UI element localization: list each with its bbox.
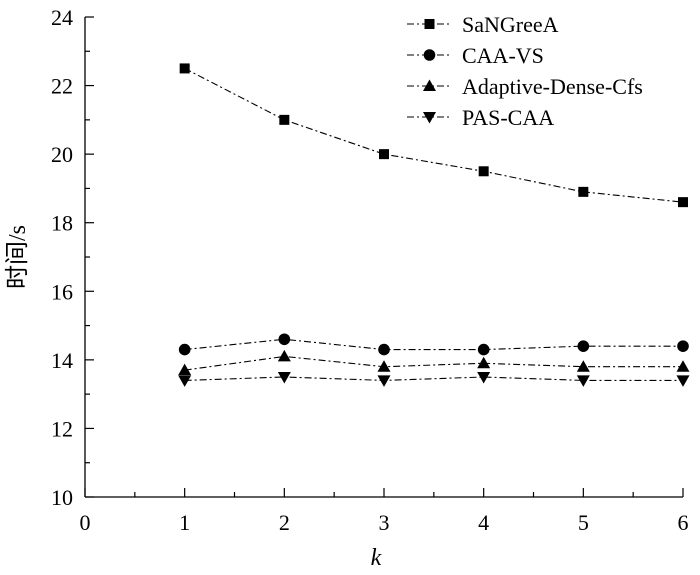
y-tick-label: 10 [51, 485, 73, 510]
x-axis-title: k [371, 545, 382, 571]
legend-item: SaNGreeA [407, 12, 559, 37]
series-line [184, 355, 683, 371]
y-axis-title: 时间/s [4, 225, 31, 289]
data-point [377, 360, 391, 372]
x-tick-label: 6 [678, 510, 689, 535]
x-tick-label: 5 [578, 510, 589, 535]
data-point [576, 360, 590, 372]
data-point [278, 333, 291, 346]
legend-item: Adaptive-Dense-Cfs [407, 74, 643, 99]
series-line [184, 338, 683, 351]
legend-marker [423, 79, 436, 91]
y-tick-label: 18 [51, 211, 73, 236]
legend-marker [423, 112, 436, 124]
y-tick-label: 20 [51, 142, 73, 167]
y-tick-label: 22 [51, 74, 73, 99]
data-point [477, 356, 491, 369]
x-tick-label: 2 [279, 510, 290, 535]
data-point [577, 340, 590, 352]
series-line [184, 376, 683, 381]
data-point [178, 363, 192, 376]
legend-label: SaNGreeA [462, 12, 559, 37]
data-point [379, 149, 389, 160]
data-point [576, 375, 590, 387]
legend-item: CAA-VS [407, 43, 544, 68]
data-point [678, 197, 688, 208]
y-tick-label: 12 [51, 416, 73, 441]
data-point [178, 343, 191, 356]
y-tick-label: 14 [51, 348, 73, 373]
y-tick-label: 24 [51, 5, 73, 30]
legend-label: Adaptive-Dense-Cfs [462, 74, 643, 99]
data-point [277, 372, 291, 384]
x-tick-label: 0 [80, 510, 91, 535]
series-line [184, 67, 684, 203]
data-point [676, 360, 690, 372]
series-caa-vs [178, 333, 689, 356]
data-point [477, 372, 491, 384]
legend-marker [423, 49, 436, 61]
legend-item: PAS-CAA [407, 105, 554, 130]
data-point [179, 63, 190, 74]
series-pas-caa [178, 372, 690, 387]
x-tick-label: 3 [379, 510, 390, 535]
data-point [277, 349, 291, 362]
data-point [478, 166, 489, 177]
data-point [377, 375, 391, 387]
series-sangreea [179, 63, 688, 208]
x-tick-label: 4 [478, 510, 489, 535]
data-point [677, 340, 689, 352]
data-point [477, 343, 490, 356]
series-adaptive-dense-cfs [178, 349, 690, 376]
legend-label: PAS-CAA [462, 105, 554, 130]
data-point [279, 114, 290, 125]
data-point [578, 186, 589, 197]
y-tick-label: 16 [51, 279, 73, 304]
legend-marker [424, 19, 435, 29]
x-tick-label: 1 [179, 510, 190, 535]
data-point [676, 375, 690, 387]
data-point [378, 343, 390, 356]
series-group [178, 63, 690, 387]
legend: SaNGreeA CAA-VS Adaptive-Dense-Cfs PAS-CAA [407, 12, 643, 130]
data-point [178, 375, 192, 387]
legend-label: CAA-VS [462, 43, 544, 68]
